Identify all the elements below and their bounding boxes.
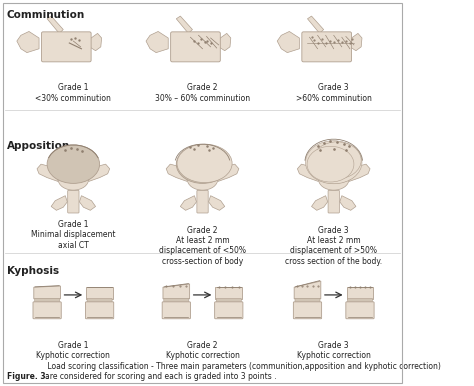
Text: Figure. 3:: Figure. 3: <box>7 372 48 381</box>
Polygon shape <box>219 33 231 51</box>
Text: Grade 2
At least 2 mm
displacement of <50%
cross-section of body: Grade 2 At least 2 mm displacement of <5… <box>159 226 246 266</box>
Polygon shape <box>308 16 324 33</box>
Text: Comminution: Comminution <box>7 10 85 20</box>
Polygon shape <box>340 196 356 210</box>
FancyBboxPatch shape <box>87 298 112 303</box>
Polygon shape <box>218 164 239 181</box>
Ellipse shape <box>187 169 218 190</box>
FancyBboxPatch shape <box>216 298 241 303</box>
Polygon shape <box>34 286 61 299</box>
FancyBboxPatch shape <box>197 190 208 213</box>
FancyBboxPatch shape <box>293 302 322 319</box>
Text: Grade 2
Kyphotic correction: Grade 2 Kyphotic correction <box>165 341 239 361</box>
Polygon shape <box>80 196 96 210</box>
Polygon shape <box>166 164 187 181</box>
FancyBboxPatch shape <box>328 190 339 213</box>
Ellipse shape <box>319 169 349 190</box>
FancyBboxPatch shape <box>85 302 114 319</box>
Polygon shape <box>216 287 242 299</box>
Polygon shape <box>349 164 370 181</box>
Polygon shape <box>346 287 374 299</box>
FancyBboxPatch shape <box>162 302 191 319</box>
Text: Grade 1
Kyphotic correction: Grade 1 Kyphotic correction <box>36 341 110 361</box>
FancyBboxPatch shape <box>33 302 61 319</box>
Polygon shape <box>297 164 319 181</box>
Ellipse shape <box>176 145 229 183</box>
Ellipse shape <box>58 169 89 190</box>
Polygon shape <box>51 196 67 210</box>
FancyBboxPatch shape <box>35 298 60 303</box>
Polygon shape <box>89 164 109 181</box>
Ellipse shape <box>305 141 362 184</box>
Text: Grade 2
30% – 60% comminution: Grade 2 30% – 60% comminution <box>155 83 250 103</box>
Ellipse shape <box>313 142 361 179</box>
Polygon shape <box>146 32 168 52</box>
Polygon shape <box>311 196 328 210</box>
Polygon shape <box>47 16 63 33</box>
Polygon shape <box>17 32 39 52</box>
Text: Apposition: Apposition <box>7 141 70 151</box>
Polygon shape <box>294 281 321 299</box>
Text: Grade 1
<30% comminution: Grade 1 <30% comminution <box>36 83 111 103</box>
Text: Grade 1
Minimal displacement
axial CT: Grade 1 Minimal displacement axial CT <box>31 220 116 250</box>
Polygon shape <box>90 33 101 51</box>
Polygon shape <box>176 16 192 33</box>
Polygon shape <box>180 196 197 210</box>
Text: Grade 3
At least 2 mm
displacement of >50%
cross section of the body.: Grade 3 At least 2 mm displacement of >5… <box>285 226 383 266</box>
Ellipse shape <box>47 145 100 183</box>
Polygon shape <box>163 284 190 299</box>
Text: Grade 3
Kyphotic correction: Grade 3 Kyphotic correction <box>297 341 371 361</box>
FancyBboxPatch shape <box>41 32 91 62</box>
FancyBboxPatch shape <box>347 298 373 303</box>
Polygon shape <box>37 164 58 181</box>
Ellipse shape <box>307 146 354 182</box>
Text: Kyphosis: Kyphosis <box>7 266 59 276</box>
FancyBboxPatch shape <box>164 298 189 303</box>
Polygon shape <box>350 33 362 51</box>
Polygon shape <box>86 287 113 299</box>
Polygon shape <box>277 32 300 52</box>
FancyBboxPatch shape <box>302 32 352 62</box>
Ellipse shape <box>308 145 360 183</box>
FancyBboxPatch shape <box>346 302 374 319</box>
FancyBboxPatch shape <box>295 298 320 303</box>
Text: Load scoring classification - Three main parameters (communition,apposition and : Load scoring classification - Three main… <box>45 362 441 381</box>
FancyBboxPatch shape <box>215 302 243 319</box>
FancyBboxPatch shape <box>68 190 79 213</box>
Ellipse shape <box>177 144 232 183</box>
FancyBboxPatch shape <box>171 32 220 62</box>
Text: Grade 3
>60% comminution: Grade 3 >60% comminution <box>296 83 372 103</box>
Polygon shape <box>209 196 225 210</box>
